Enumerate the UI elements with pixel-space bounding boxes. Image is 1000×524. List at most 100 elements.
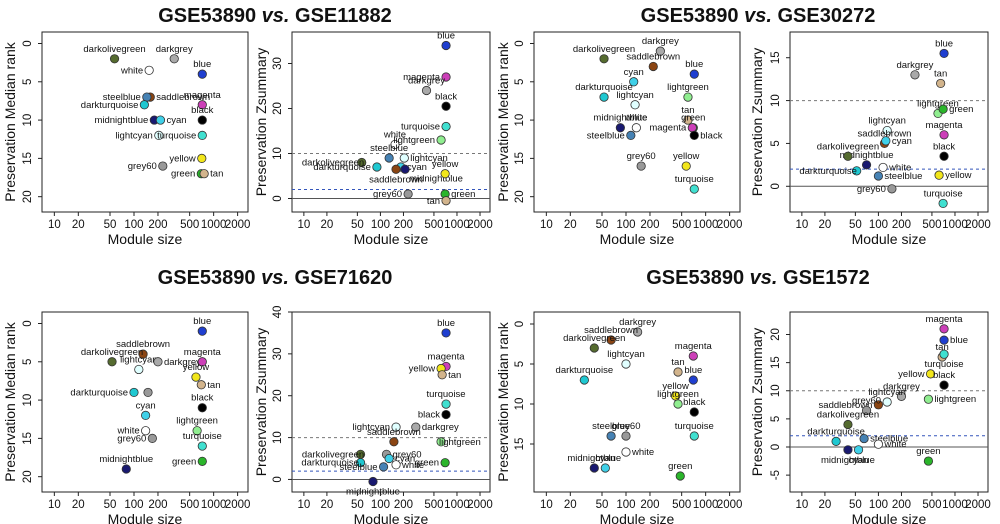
data-point-blue [441,328,451,338]
data-point-cyan [600,463,610,473]
plot-frame [789,31,989,213]
data-point-tan [683,115,693,125]
point-label-lightgreen: lightgreen [934,394,976,405]
x-tick-label: 20 [819,219,832,231]
point-label-turquoise: turquoise [675,174,714,185]
x-axis-label: Module size [600,511,675,524]
data-point-steelblue [873,171,884,181]
data-point-midnightblue [121,464,131,474]
point-label-steelblue: steelblue [103,92,141,103]
y-tick-label: 5 [514,361,526,367]
point-label-darkolivegreen: darkolivegreen [563,333,625,344]
x-tick-label: 200 [394,499,413,511]
data-point-grey60 [621,431,631,441]
x-tick-label: 20 [72,219,85,231]
x-tick-label: 200 [640,499,659,511]
y-tick-label: 10 [770,94,782,107]
point-label-black: black [435,91,457,102]
data-point-black [441,409,451,420]
data-point-darkturquoise [599,92,609,102]
point-label-white: white [624,113,647,124]
data-point-tan [199,169,209,179]
point-label-cyan: cyan [849,455,869,466]
point-label-darkturquoise: darkturquoise [81,100,139,111]
x-tick-label: 20 [564,219,577,231]
x-tick-label: 50 [849,219,862,231]
point-label-magenta: magenta [649,123,687,134]
point-label-cyan: cyan [136,400,156,411]
y-tick-label: 15 [514,152,526,165]
data-point-white [878,162,888,173]
data-point-saddlebrown [648,61,658,72]
point-label-midnightblue: midnightblue [99,454,153,465]
data-point-lightgreen [923,394,934,404]
x-tick-label: 50 [351,499,364,511]
x-tick-label: 500 [180,499,199,511]
data-point-blue [441,40,451,51]
point-label-darkgrey: darkgrey [619,317,656,328]
plot-frame [533,311,741,493]
data-point-white [391,460,401,470]
data-point-green [675,471,685,481]
plot-frame [533,31,741,213]
point-label-saddlebrown: saddlebrown [584,325,638,336]
point-label-white: white [116,426,139,437]
title-bottom-left-right: GSE71620 [294,267,392,289]
point-label-magenta: magenta [403,72,441,83]
x-tick-label: 10 [795,499,808,511]
y-tick-label: 15 [770,51,782,64]
point-label-green: green [171,169,195,180]
data-point-saddlebrown [138,349,148,359]
data-point-turquoise [689,431,699,441]
x-tick-label: 100 [124,499,143,511]
data-point-darkturquoise [852,166,862,176]
data-point-lightgreen [673,399,683,409]
data-point-magenta [939,130,949,140]
plot-frame [291,311,491,493]
point-label-steelblue: steelblue [592,421,630,432]
x-tick-label: 2000 [965,219,991,231]
point-label-midnightblue: midnightblue [94,115,148,126]
y-tick-label: 20 [272,389,284,402]
x-tick-label: 500 [672,499,691,511]
data-point-tan [936,78,946,89]
y-axis-label: Preservation Zsummary [749,48,765,197]
point-label-darkturquoise: darkturquoise [807,426,865,437]
data-point-grey60 [147,433,157,443]
y-tick-label: 10 [514,114,526,127]
data-point-midnightblue [589,463,599,473]
data-point-steelblue [626,130,636,141]
point-label-black: black [700,130,722,141]
data-point-saddlebrown [606,335,616,345]
point-label-yellow: yellow [673,151,700,162]
point-label-midnightblue: midnightblue [409,173,463,184]
point-label-green: green [668,461,692,472]
point-label-saddlebrown: saddlebrown [369,174,423,185]
x-tick-label: 200 [640,219,659,231]
data-point-green [923,456,934,466]
data-point-midnightblue [368,476,378,487]
data-point-midnightblue [861,160,872,170]
data-point-blue [197,69,207,79]
data-point-darkturquoise [139,100,149,110]
point-label-darkolivegreen: darkolivegreen [573,44,635,55]
y-tick-label: 0 [770,444,782,450]
title-bottom-left-left: GSE53890 [158,267,256,289]
y-tick-label: 20 [514,190,526,203]
x-tick-label: 200 [892,499,911,511]
point-label-grey60: grey60 [611,421,640,432]
x-tick-label: 1000 [444,219,470,231]
data-point-darkgrey [896,391,907,401]
data-point-darkgrey [153,357,163,367]
point-label-cyan: cyan [166,115,186,126]
data-point-darkgrey [910,70,920,80]
point-label-magenta: magenta [184,347,222,358]
point-label-grey60: grey60 [117,433,146,444]
data-point-darkolivegreen [843,419,853,430]
point-label-darkturquoise: darkturquoise [799,166,857,177]
data-point-midnightblue [843,445,853,455]
data-point-blue [939,48,949,59]
y-tick-label: 15 [770,356,782,369]
data-point-blue [689,69,699,79]
